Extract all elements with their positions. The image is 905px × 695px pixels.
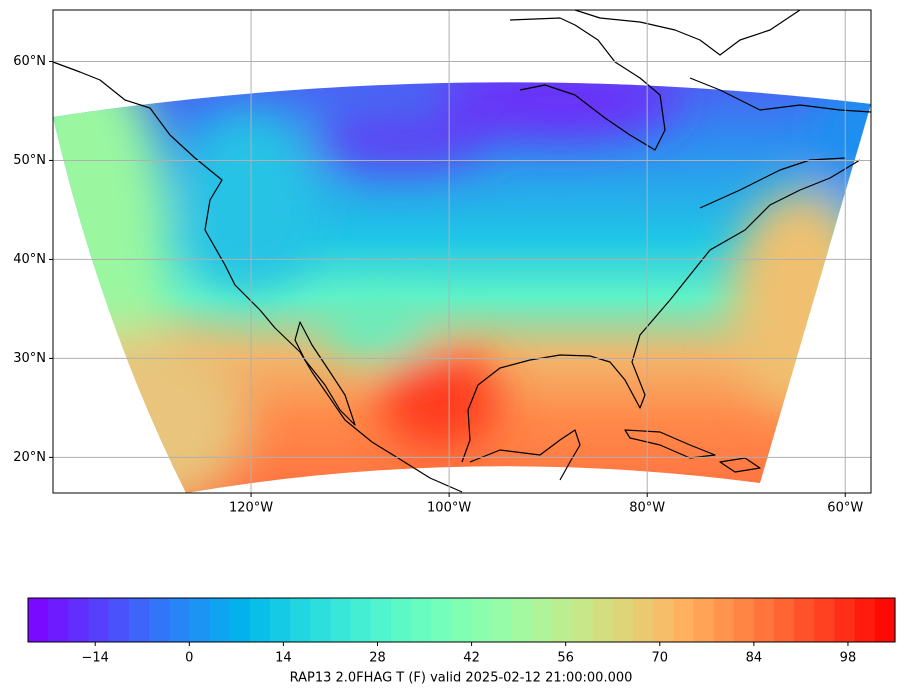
colorbar-cell xyxy=(350,598,372,642)
coast-hudson xyxy=(509,17,666,151)
coast-yucatan xyxy=(469,429,581,481)
colorbar-cell xyxy=(753,598,775,642)
colorbar-cell xyxy=(148,598,170,642)
colorbar-tick-label: 0 xyxy=(185,651,193,666)
y-tick-label: 40°N xyxy=(13,252,46,267)
colorbar-cell xyxy=(834,598,856,642)
map-area xyxy=(52,9,872,494)
coastlines xyxy=(52,9,872,493)
colorbar xyxy=(28,598,896,642)
colorbar-cell xyxy=(814,598,836,642)
colorbar-cell xyxy=(189,598,211,642)
colorbar-tick-label: −14 xyxy=(81,651,108,666)
colorbar-cell xyxy=(532,598,553,642)
colorbar-cell xyxy=(249,598,271,642)
colorbar-cell xyxy=(612,598,634,642)
colorbar-cell xyxy=(471,598,493,642)
colorbar-cell xyxy=(491,598,513,642)
colorbar-cell xyxy=(229,598,251,642)
colorbar-cell xyxy=(330,598,352,642)
coast-arctic xyxy=(574,9,801,56)
coast-stlawrence xyxy=(699,157,846,209)
colorbar-cell xyxy=(209,598,231,642)
colorbar-cell xyxy=(290,598,311,642)
x-tick-label: 80°W xyxy=(629,501,665,516)
colorbar-cell xyxy=(88,598,110,642)
colorbar-tick-label: 14 xyxy=(275,651,292,666)
colorbar-tick-label: 56 xyxy=(557,651,574,666)
colorbar-tick-label: 98 xyxy=(840,651,857,666)
coast-gulf xyxy=(461,159,861,463)
colorbar-tick-label: 70 xyxy=(651,651,668,666)
y-tick-label: 60°N xyxy=(13,54,46,69)
x-tick-label: 100°W xyxy=(427,501,471,516)
colorbar-tick-label: 84 xyxy=(746,651,763,666)
colorbar-cell xyxy=(713,598,735,642)
colorbar-cell xyxy=(511,598,533,642)
x-tick-label: 60°W xyxy=(827,501,863,516)
colorbar-cell xyxy=(673,598,694,642)
colorbar-cell xyxy=(874,598,896,642)
colorbar-cell xyxy=(774,598,795,642)
colorbar-cell xyxy=(108,598,130,642)
colorbar-cell xyxy=(48,598,69,642)
coast-hispaniola xyxy=(719,457,761,473)
colorbar-cell xyxy=(733,598,755,642)
colorbar-cell xyxy=(693,598,715,642)
temperature-field xyxy=(53,82,871,493)
y-tick-label: 30°N xyxy=(13,351,46,366)
colorbar-label: RAP13 2.0FHAG T (F) valid 2025-02-12 21:… xyxy=(290,671,633,686)
coast-cuba xyxy=(624,429,716,459)
colorbar-cell xyxy=(854,598,876,642)
colorbar-frame xyxy=(27,597,896,643)
colorbar-cell xyxy=(794,598,815,642)
colorbar-cell xyxy=(128,598,150,642)
coast-west xyxy=(52,61,463,493)
gridlines xyxy=(53,10,871,493)
colorbar-cell xyxy=(28,598,49,642)
y-tick-label: 20°N xyxy=(13,450,46,465)
colorbar-cell xyxy=(632,598,654,642)
colorbar-cell xyxy=(451,598,473,642)
colorbar-cell xyxy=(390,598,412,642)
colorbar-tick-label: 42 xyxy=(463,651,480,666)
colorbar-cell xyxy=(592,598,614,642)
y-tick-label: 50°N xyxy=(13,153,46,168)
colorbar-cell xyxy=(310,598,332,642)
colorbar-cell xyxy=(431,598,453,642)
x-tick-label: 120°W xyxy=(229,501,273,516)
colorbar-cell xyxy=(370,598,392,642)
colorbar-cell xyxy=(68,598,90,642)
map-frame xyxy=(52,9,872,494)
colorbar-cell xyxy=(269,598,291,642)
colorbar-cell xyxy=(411,598,432,642)
colorbar-cell xyxy=(653,598,674,642)
colorbar-cell xyxy=(572,598,594,642)
colorbar-cell xyxy=(169,598,190,642)
colorbar-cell xyxy=(552,598,573,642)
colorbar-tick-label: 28 xyxy=(369,651,386,666)
